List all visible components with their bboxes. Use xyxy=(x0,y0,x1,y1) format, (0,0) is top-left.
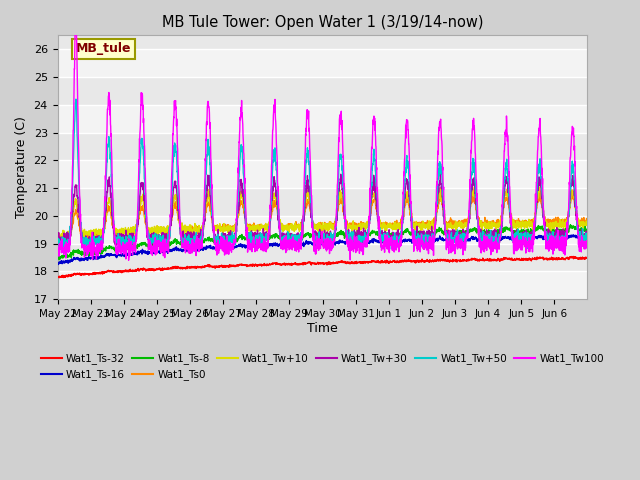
Title: MB Tule Tower: Open Water 1 (3/19/14-now): MB Tule Tower: Open Water 1 (3/19/14-now… xyxy=(162,15,483,30)
Text: MB_tule: MB_tule xyxy=(76,43,132,56)
Legend: Wat1_Ts-32, Wat1_Ts-16, Wat1_Ts-8, Wat1_Ts0, Wat1_Tw+10, Wat1_Tw+30, Wat1_Tw+50,: Wat1_Ts-32, Wat1_Ts-16, Wat1_Ts-8, Wat1_… xyxy=(37,349,608,384)
Bar xyxy=(58,271,588,299)
Bar xyxy=(58,160,588,188)
X-axis label: Time: Time xyxy=(307,322,338,335)
Bar xyxy=(58,216,588,244)
Y-axis label: Temperature (C): Temperature (C) xyxy=(15,116,28,218)
Bar xyxy=(58,105,588,132)
Bar xyxy=(58,49,588,77)
